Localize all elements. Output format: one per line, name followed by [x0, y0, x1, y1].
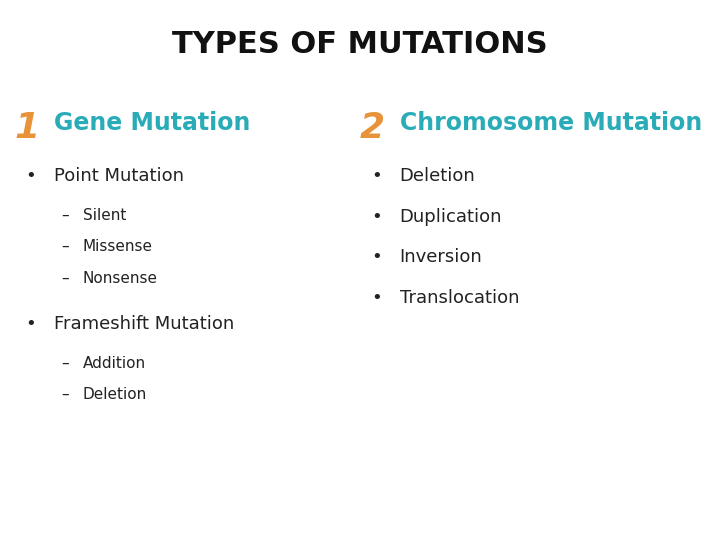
Text: –: –: [61, 239, 69, 254]
Text: Addition: Addition: [83, 356, 146, 371]
Text: •: •: [371, 289, 382, 307]
Text: •: •: [371, 248, 382, 266]
Text: Nonsense: Nonsense: [83, 271, 158, 286]
Text: Point Mutation: Point Mutation: [54, 167, 184, 185]
Text: Frameshift Mutation: Frameshift Mutation: [54, 315, 234, 333]
Text: 1: 1: [14, 111, 40, 145]
Text: –: –: [61, 356, 69, 371]
Text: Deletion: Deletion: [400, 167, 475, 185]
Text: –: –: [61, 387, 69, 402]
Text: Chromosome Mutation: Chromosome Mutation: [400, 111, 702, 134]
Text: Deletion: Deletion: [83, 387, 147, 402]
Text: Duplication: Duplication: [400, 208, 502, 226]
Text: Translocation: Translocation: [400, 289, 519, 307]
Text: •: •: [371, 208, 382, 226]
Text: •: •: [25, 315, 36, 333]
Text: –: –: [61, 208, 69, 223]
Text: Gene Mutation: Gene Mutation: [54, 111, 251, 134]
Text: •: •: [371, 167, 382, 185]
Text: Inversion: Inversion: [400, 248, 482, 266]
Text: Missense: Missense: [83, 239, 153, 254]
Text: •: •: [25, 167, 36, 185]
Text: TYPES OF MUTATIONS: TYPES OF MUTATIONS: [172, 30, 548, 59]
Text: 2: 2: [360, 111, 385, 145]
Text: Silent: Silent: [83, 208, 126, 223]
Text: –: –: [61, 271, 69, 286]
